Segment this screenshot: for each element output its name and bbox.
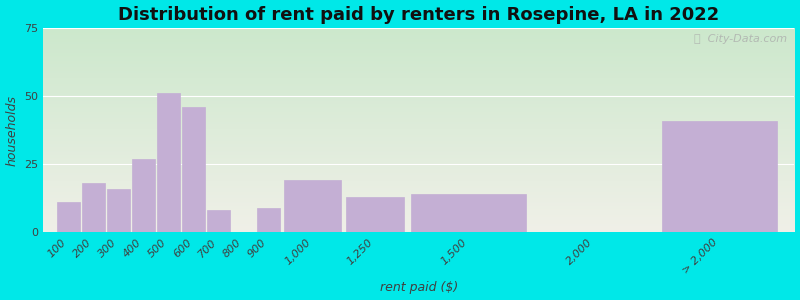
Bar [411, 194, 526, 232]
Bar [157, 93, 180, 232]
Bar [257, 208, 280, 232]
Bar [207, 210, 230, 232]
Title: Distribution of rent paid by renters in Rosepine, LA in 2022: Distribution of rent paid by renters in … [118, 6, 719, 24]
Bar [82, 183, 105, 232]
Bar [106, 189, 130, 232]
Bar [283, 181, 341, 232]
Bar [57, 202, 80, 232]
Bar [662, 121, 777, 232]
Bar [182, 107, 205, 232]
Text: ⓘ  City-Data.com: ⓘ City-Data.com [694, 34, 787, 44]
Bar [346, 197, 404, 232]
X-axis label: rent paid ($): rent paid ($) [380, 281, 458, 294]
Y-axis label: households: households [6, 94, 18, 166]
Bar [132, 159, 154, 232]
